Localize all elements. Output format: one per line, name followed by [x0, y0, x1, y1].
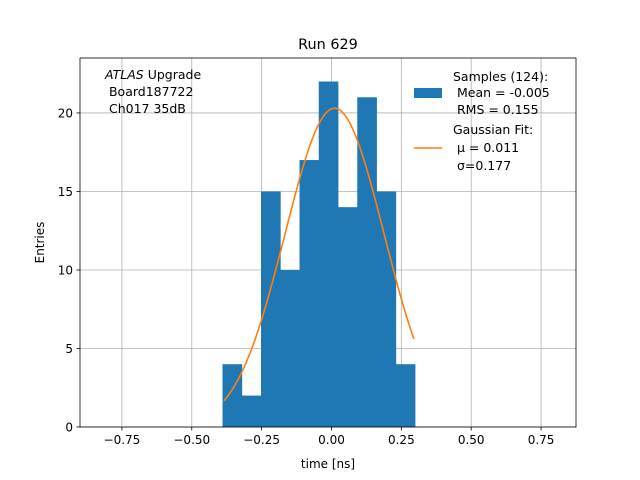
x-tick-label: 0.25: [388, 433, 415, 447]
y-tick-label: 5: [65, 342, 73, 356]
y-axis-label: Entries: [33, 222, 47, 264]
legend-fit-mu: μ = 0.011: [453, 140, 519, 155]
legend-fit-title: Gaussian Fit:: [453, 122, 533, 137]
legend: Samples (124): Mean = -0.005 RMS = 0.155…: [414, 69, 550, 173]
gaussian-fit: [223, 107, 415, 402]
histogram-bar: [241, 395, 262, 427]
atlas-label: ATLAS: [104, 67, 144, 82]
channel-label: Ch017 35dB: [105, 101, 186, 116]
gaussian-fit-line: [223, 107, 415, 402]
histogram-bar: [376, 191, 397, 427]
svg-text:ATLAS Upgrade: ATLAS Upgrade: [104, 67, 201, 82]
histogram-bar: [318, 81, 339, 427]
plot-frame: [79, 57, 577, 428]
x-tick-label: 0.00: [318, 433, 345, 447]
legend-samples-title: Samples (124):: [453, 69, 548, 84]
legend-fit-sigma: σ=0.177: [453, 158, 511, 173]
board-label: Board187722: [105, 84, 193, 99]
y-tick-label: 20: [58, 106, 73, 120]
x-axis-ticks: −0.75 −0.50 −0.25 0.00 0.25 0.50 0.75: [104, 427, 555, 447]
x-tick-label: −0.50: [173, 433, 210, 447]
histogram-bar: [280, 269, 300, 427]
x-tick-label: 0.75: [528, 433, 555, 447]
x-tick-label: −0.25: [243, 433, 280, 447]
legend-samples-mean: Mean = -0.005: [453, 85, 550, 100]
upgrade-label: Upgrade: [144, 67, 202, 82]
y-tick-label: 10: [58, 263, 73, 277]
chart-title: Run 629: [298, 37, 358, 53]
y-tick-label: 0: [65, 421, 73, 435]
histogram-bar: [357, 97, 377, 428]
y-axis-ticks: 0 5 10 15 20: [58, 106, 80, 435]
legend-samples-swatch: [414, 88, 442, 98]
histogram-bar: [222, 364, 243, 427]
legend-samples-rms: RMS = 0.155: [453, 102, 539, 117]
atlas-annotation: ATLAS Upgrade Board187722 Ch017 35dB: [104, 67, 201, 116]
y-tick-label: 15: [58, 185, 73, 199]
x-tick-label: 0.50: [458, 433, 485, 447]
histogram-bar: [261, 191, 281, 427]
x-axis-label: time [ns]: [301, 457, 355, 471]
histogram-bar: [395, 364, 416, 427]
x-tick-label: −0.75: [104, 433, 141, 447]
histogram-bars: [222, 81, 416, 428]
histogram-bar: [299, 160, 320, 427]
histogram-bar: [338, 207, 358, 427]
